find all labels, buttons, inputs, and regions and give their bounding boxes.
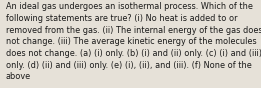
- Text: An ideal gas undergoes an isothermal process. Which of the
following statements : An ideal gas undergoes an isothermal pro…: [6, 2, 261, 81]
